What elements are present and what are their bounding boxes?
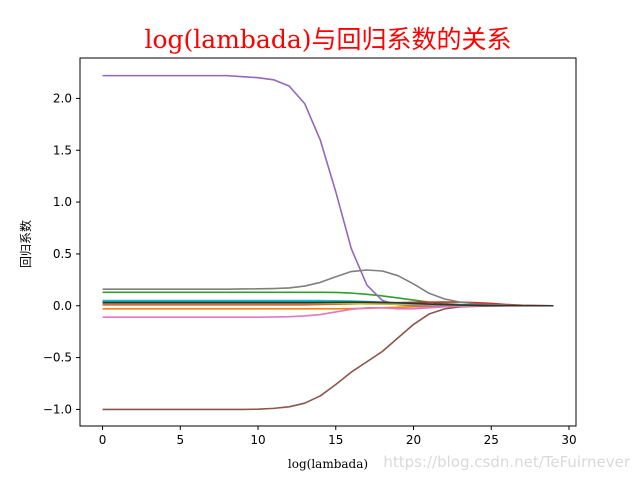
x-tick-label: 20	[406, 433, 421, 447]
y-axis-ticks: −1.0 −0.5 0.0 0.5 1.0 1.5 2.0	[43, 91, 80, 416]
y-tick-label: 1.5	[53, 143, 72, 157]
x-tick-label: 10	[250, 433, 265, 447]
axes-frame	[79, 57, 577, 427]
x-tick-label: 0	[99, 433, 107, 447]
x-tick-label: 5	[176, 433, 184, 447]
x-axis-label: log(lambada)	[288, 457, 368, 471]
y-tick-label: −1.0	[43, 402, 72, 416]
x-axis-ticks: 0 5 10 15 20 25 30	[99, 426, 577, 447]
y-tick-label: 0.5	[53, 247, 72, 261]
watermark-text: https://blog.csdn.net/TeFuirnever	[383, 453, 631, 471]
y-tick-label: 1.0	[53, 195, 72, 209]
x-tick-label: 30	[561, 433, 576, 447]
y-tick-label: −0.5	[43, 351, 72, 365]
chart-title: log(lambada)与回归系数的关系	[145, 25, 512, 54]
x-tick-label: 25	[484, 433, 499, 447]
series-line-8	[102, 269, 554, 307]
series-line-11	[102, 301, 554, 307]
series-lines	[102, 74, 554, 411]
y-tick-label: 2.0	[53, 91, 72, 105]
y-tick-label: 0.0	[53, 299, 72, 313]
y-axis-label: 回归系数	[18, 220, 33, 268]
plot-area	[102, 74, 554, 411]
x-tick-label: 15	[328, 433, 343, 447]
